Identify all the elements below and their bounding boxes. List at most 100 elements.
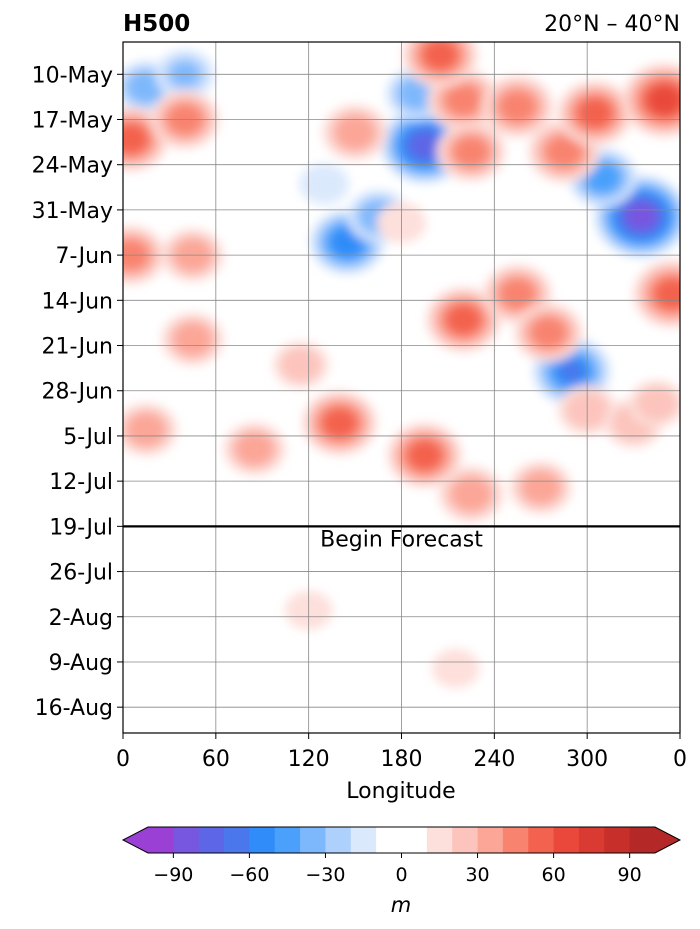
anomaly-contour: [451, 89, 476, 111]
colorbar-segment: [300, 827, 326, 853]
y-tick-label: 9-Aug: [49, 651, 113, 676]
anomaly-contour: [413, 136, 436, 155]
anomaly-contour: [452, 310, 475, 330]
y-axis: 10-May 17-May 24-May 31-May 7-Jun 14-Jun 21-Ju…: [32, 63, 123, 721]
y-tick-label: 28-Jun: [41, 380, 113, 405]
anomaly-high: [525, 539, 572, 578]
anomaly-contour: [336, 232, 359, 252]
anomaly-contour: [536, 322, 561, 343]
anomaly-high: [431, 648, 480, 689]
anomaly-contour: [458, 483, 484, 505]
x-tick-label: 120: [288, 747, 330, 772]
anomaly-contour: [123, 129, 142, 149]
anomaly-high: [223, 422, 286, 476]
svg-text:H500: H500: [123, 11, 190, 37]
anomaly-contour: [630, 207, 652, 226]
anomaly-low: [299, 163, 349, 205]
anomaly-high: [161, 312, 224, 366]
colorbar-segment: [376, 827, 428, 853]
colorbar-segment: [477, 827, 504, 853]
y-tick-label: 7-Jun: [55, 244, 113, 269]
anomaly-contour: [404, 83, 430, 105]
anomaly-high: [402, 42, 478, 88]
anomaly-high: [302, 390, 378, 456]
anomaly-contour: [138, 617, 185, 656]
anomaly-high: [622, 63, 680, 138]
anomaly-contour: [505, 96, 530, 117]
colorbar-segment: [249, 827, 276, 853]
y-tick-label: 5-Jul: [63, 425, 113, 450]
y-tick-label: 31-May: [32, 199, 113, 224]
anomaly-high: [628, 380, 680, 428]
x-tick-label: 180: [381, 747, 423, 772]
anomaly-contour: [590, 167, 615, 188]
y-tick-label: 2-Aug: [49, 606, 113, 631]
x-tick-label: 240: [473, 747, 515, 772]
anomaly-contour: [428, 45, 452, 65]
colorbar-segment: [350, 827, 377, 853]
x-axis: 0 60 120 180 240 300 0: [116, 733, 687, 772]
anomaly-high: [123, 403, 178, 456]
y-tick-label: 12-Jul: [49, 470, 113, 495]
anomaly-high: [425, 287, 501, 353]
anomaly-high: [272, 341, 329, 389]
y-tick-label: 24-May: [32, 154, 113, 179]
anomaly-contour: [242, 438, 267, 460]
anomaly-contour: [528, 477, 554, 498]
anomaly-high: [436, 122, 506, 182]
anomaly-high: [438, 466, 504, 523]
anomaly-contour: [180, 328, 205, 350]
anomaly-contour: [643, 392, 671, 415]
colorbar-tick-label: −60: [229, 864, 269, 886]
colorbar-tick-label: 90: [618, 864, 642, 886]
anomaly-high: [387, 422, 463, 488]
colorbar-segment: [629, 827, 656, 853]
title-left: H500: [123, 11, 190, 37]
anomaly-high: [557, 80, 633, 146]
colorbar-tick-label: 60: [542, 864, 566, 886]
svg-text:Longitude: Longitude: [346, 779, 455, 804]
anomaly-contour: [413, 445, 437, 465]
anomaly-contour: [560, 361, 584, 382]
colorbar-extend-high: [655, 827, 680, 853]
anomaly-contour: [342, 121, 368, 144]
anomaly-contour: [133, 76, 159, 98]
anomaly-contour: [660, 284, 680, 304]
colorbar-segment: [325, 827, 352, 853]
x-axis-label: Longitude: [346, 779, 455, 804]
colorbar-segment: [224, 827, 250, 853]
colorbar-tick-label: −30: [305, 864, 345, 886]
anomaly-contour: [308, 171, 340, 197]
colorbar-tick-label: −90: [153, 864, 193, 886]
colorbar-segment: [148, 827, 174, 853]
colorbar-segment: [528, 827, 554, 853]
title-right: 20°N – 40°N: [544, 12, 680, 37]
anomaly-contour: [440, 656, 471, 681]
anomaly-contour: [583, 103, 607, 123]
anomaly-contour: [133, 419, 159, 440]
forecast-label: Begin Forecast: [320, 527, 483, 552]
colorbar-tick-label: 0: [395, 864, 407, 886]
anomaly-high: [138, 617, 185, 656]
x-tick-label: 300: [566, 747, 608, 772]
anomaly-contour: [328, 413, 351, 433]
y-tick-label: 19-Jul: [49, 515, 113, 540]
x-tick-label: 0: [673, 747, 687, 772]
y-tick-label: 16-Aug: [35, 696, 113, 721]
colorbar-segment: [274, 827, 301, 853]
anomaly-contour: [653, 90, 676, 110]
x-tick-label: 0: [116, 747, 130, 772]
anomaly-high: [427, 69, 500, 132]
colorbar-segment: [553, 827, 580, 853]
anomaly-contour: [525, 539, 572, 578]
anomaly-contour: [287, 353, 315, 377]
anomaly-high: [514, 303, 583, 363]
colorbar-segment: [426, 827, 453, 853]
colorbar-segment: [198, 827, 225, 853]
colorbar-segment: [452, 827, 478, 853]
forecast-marker: Begin Forecast: [123, 525, 680, 552]
anomaly-contour: [459, 141, 483, 162]
colorbar-segment: [502, 827, 529, 853]
colorbar-segment: [173, 827, 200, 853]
